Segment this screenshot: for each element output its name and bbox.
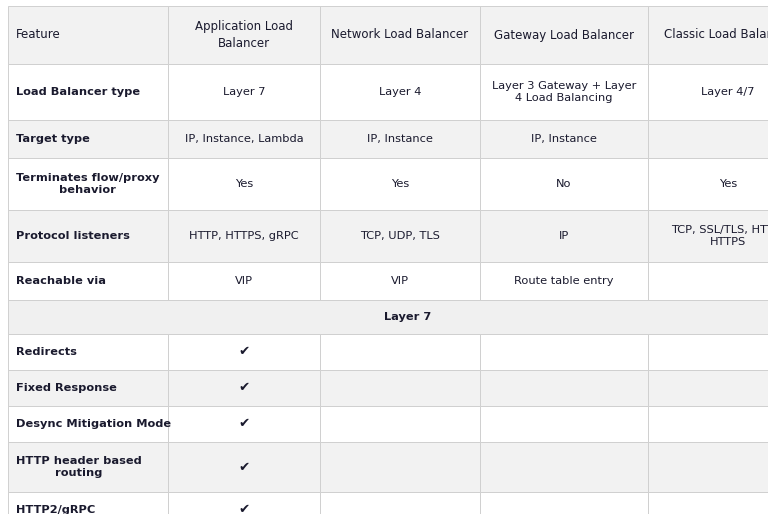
Bar bbox=[168, 492, 320, 514]
Bar bbox=[648, 210, 768, 262]
Text: HTTP2/gRPC: HTTP2/gRPC bbox=[16, 505, 95, 514]
Text: TCP, UDP, TLS: TCP, UDP, TLS bbox=[360, 231, 440, 241]
Bar bbox=[648, 334, 768, 370]
Bar bbox=[320, 6, 480, 64]
Bar bbox=[320, 262, 480, 300]
Bar bbox=[648, 442, 768, 492]
Bar bbox=[168, 158, 320, 210]
Bar bbox=[320, 492, 480, 514]
Bar bbox=[320, 210, 480, 262]
Text: HTTP, HTTPS, gRPC: HTTP, HTTPS, gRPC bbox=[189, 231, 299, 241]
Text: Yes: Yes bbox=[391, 179, 409, 189]
Text: Layer 3 Gateway + Layer
4 Load Balancing: Layer 3 Gateway + Layer 4 Load Balancing bbox=[492, 81, 636, 103]
Bar bbox=[648, 370, 768, 406]
Text: Layer 4/7: Layer 4/7 bbox=[701, 87, 755, 97]
Text: Yes: Yes bbox=[235, 179, 253, 189]
Text: Layer 7: Layer 7 bbox=[384, 312, 432, 322]
Bar bbox=[8, 210, 168, 262]
Text: Classic Load Balancer: Classic Load Balancer bbox=[664, 28, 768, 42]
Bar bbox=[648, 158, 768, 210]
Bar bbox=[8, 262, 168, 300]
Bar bbox=[480, 370, 648, 406]
Text: Redirects: Redirects bbox=[16, 347, 77, 357]
Text: ✔: ✔ bbox=[238, 345, 250, 358]
Bar bbox=[8, 442, 168, 492]
Bar bbox=[648, 262, 768, 300]
Text: IP: IP bbox=[559, 231, 569, 241]
Bar bbox=[320, 406, 480, 442]
Bar bbox=[648, 6, 768, 64]
Text: Target type: Target type bbox=[16, 134, 90, 144]
Text: Protocol listeners: Protocol listeners bbox=[16, 231, 130, 241]
Text: Layer 7: Layer 7 bbox=[223, 87, 265, 97]
Bar bbox=[648, 492, 768, 514]
Text: Desync Mitigation Mode: Desync Mitigation Mode bbox=[16, 419, 171, 429]
Bar bbox=[168, 406, 320, 442]
Text: TCP, SSL/TLS, HTTP,
HTTPS: TCP, SSL/TLS, HTTP, HTTPS bbox=[671, 225, 768, 247]
Text: IP, Instance: IP, Instance bbox=[531, 134, 597, 144]
Bar bbox=[8, 492, 168, 514]
Text: Yes: Yes bbox=[719, 179, 737, 189]
Bar bbox=[320, 334, 480, 370]
Bar bbox=[480, 442, 648, 492]
Text: ✔: ✔ bbox=[238, 504, 250, 514]
Bar bbox=[8, 300, 768, 334]
Bar bbox=[168, 120, 320, 158]
Text: Reachable via: Reachable via bbox=[16, 276, 106, 286]
Bar bbox=[8, 6, 168, 64]
Bar bbox=[480, 120, 648, 158]
Bar bbox=[168, 370, 320, 406]
Bar bbox=[320, 120, 480, 158]
Bar bbox=[168, 6, 320, 64]
Bar bbox=[168, 442, 320, 492]
Bar bbox=[320, 442, 480, 492]
Text: No: No bbox=[556, 179, 571, 189]
Text: ✔: ✔ bbox=[238, 461, 250, 473]
Text: Load Balancer type: Load Balancer type bbox=[16, 87, 140, 97]
Bar bbox=[648, 64, 768, 120]
Text: ✔: ✔ bbox=[238, 417, 250, 431]
Bar bbox=[8, 406, 168, 442]
Bar bbox=[648, 406, 768, 442]
Text: VIP: VIP bbox=[235, 276, 253, 286]
Bar bbox=[168, 334, 320, 370]
Bar bbox=[8, 158, 168, 210]
Text: Terminates flow/proxy
behavior: Terminates flow/proxy behavior bbox=[16, 173, 160, 195]
Bar bbox=[480, 64, 648, 120]
Text: Network Load Balancer: Network Load Balancer bbox=[332, 28, 468, 42]
Bar bbox=[168, 210, 320, 262]
Text: IP, Instance: IP, Instance bbox=[367, 134, 433, 144]
Text: Route table entry: Route table entry bbox=[515, 276, 614, 286]
Bar bbox=[8, 370, 168, 406]
Bar bbox=[8, 64, 168, 120]
Bar bbox=[8, 334, 168, 370]
Bar bbox=[320, 64, 480, 120]
Text: HTTP header based
routing: HTTP header based routing bbox=[16, 455, 142, 479]
Bar bbox=[480, 334, 648, 370]
Bar bbox=[480, 210, 648, 262]
Text: Application Load
Balancer: Application Load Balancer bbox=[195, 20, 293, 50]
Bar bbox=[320, 370, 480, 406]
Text: Layer 4: Layer 4 bbox=[379, 87, 421, 97]
Bar bbox=[480, 158, 648, 210]
Bar bbox=[8, 120, 168, 158]
Bar bbox=[168, 262, 320, 300]
Bar bbox=[320, 158, 480, 210]
Bar bbox=[648, 120, 768, 158]
Text: IP, Instance, Lambda: IP, Instance, Lambda bbox=[184, 134, 303, 144]
Bar bbox=[480, 406, 648, 442]
Bar bbox=[480, 492, 648, 514]
Text: Fixed Response: Fixed Response bbox=[16, 383, 117, 393]
Text: Gateway Load Balancer: Gateway Load Balancer bbox=[494, 28, 634, 42]
Bar bbox=[168, 64, 320, 120]
Bar bbox=[480, 6, 648, 64]
Text: ✔: ✔ bbox=[238, 381, 250, 395]
Bar bbox=[480, 262, 648, 300]
Text: Feature: Feature bbox=[16, 28, 61, 42]
Text: VIP: VIP bbox=[391, 276, 409, 286]
